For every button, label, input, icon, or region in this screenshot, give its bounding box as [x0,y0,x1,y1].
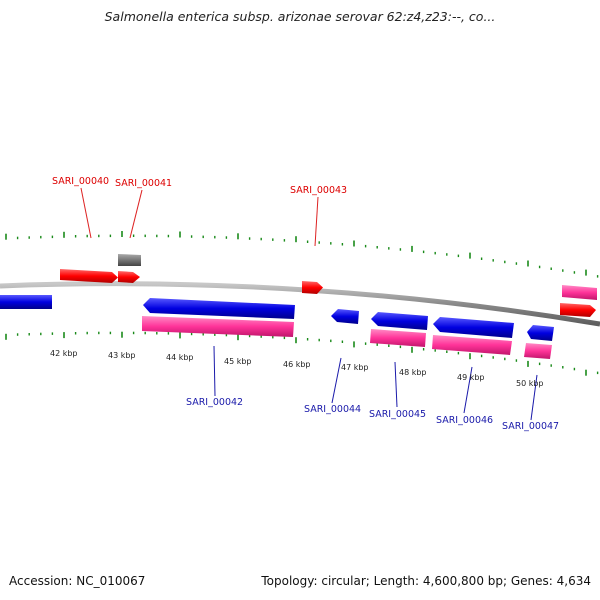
gene-sari-00041[interactable] [118,271,140,283]
gene-rna-right-edge[interactable] [562,285,597,300]
gene-label-sari-00043[interactable]: SARI_00043 [290,185,347,196]
gene-sari-00043[interactable] [302,281,323,294]
scale-label-49-kbp: 49 kbp [457,373,485,382]
scale-label-44-kbp: 44 kbp [166,353,194,362]
scale-label-47-kbp: 47 kbp [341,363,369,372]
gene-sari-00047[interactable] [527,325,554,341]
scale-ticks-top [5,231,599,278]
scale-label-48-kbp: 48 kbp [399,368,427,377]
scale-ticks-bottom [5,331,599,376]
scale-label-50-kbp: 50 kbp [516,379,544,388]
gene-forward-right-edge[interactable] [560,303,596,317]
map-title: Salmonella enterica subsp. arizonae sero… [104,9,496,24]
scale-label-42-kbp: 42 kbp [50,349,78,358]
gene-reverse-left-edge[interactable] [0,295,52,309]
gene-sari-00042[interactable] [143,298,295,319]
scale-label-46-kbp: 46 kbp [283,360,311,369]
accession-text: Accession: NC_010067 [9,574,146,588]
label-leaders-top [80,187,319,247]
scale-label-43-kbp: 43 kbp [108,351,136,360]
gene-rna-sari-00047[interactable] [524,343,552,359]
chromosome-backbone [0,281,600,327]
gene-label-sari-00040[interactable]: SARI_00040 [52,176,109,187]
gene-label-sari-00041[interactable]: SARI_00041 [115,178,172,189]
genome-summary-text: Topology: circular; Length: 4,600,800 bp… [261,574,591,588]
gene-label-sari-00046[interactable]: SARI_00046 [436,415,493,426]
gene-sari-00046[interactable] [433,317,514,338]
gene-sari-00045[interactable] [371,312,428,330]
gene-gray-feature[interactable] [118,254,141,266]
scale-label-45-kbp: 45 kbp [224,357,252,366]
label-leaders-bottom [213,345,538,421]
gene-sari-00044[interactable] [331,309,359,324]
gene-rna-sari-00045[interactable] [370,329,426,347]
gene-label-sari-00042[interactable]: SARI_00042 [186,397,243,408]
gene-label-sari-00045[interactable]: SARI_00045 [369,409,426,420]
gene-label-sari-00044[interactable]: SARI_00044 [304,404,361,415]
gene-sari-00040[interactable] [60,269,118,283]
gene-rna-sari-00042[interactable] [142,316,294,337]
gene-rna-sari-00046[interactable] [432,335,512,355]
gene-label-sari-00047[interactable]: SARI_00047 [502,421,559,432]
